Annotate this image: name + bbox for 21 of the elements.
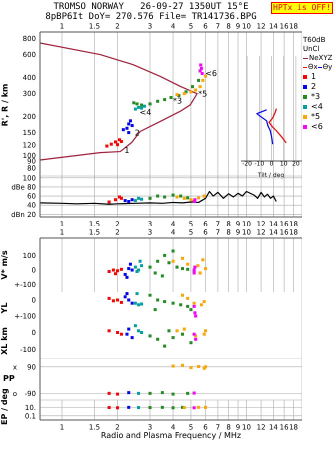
legend-label: <4: [310, 102, 324, 112]
legend-label: *3: [310, 92, 322, 102]
legend-label: 2: [310, 82, 318, 92]
chart-title: TROMSO NORWAY 26-09-27 1350UT 15°E: [53, 2, 249, 12]
y-axis-title: V* m/s: [0, 249, 10, 282]
annotation: *3: [173, 96, 182, 106]
annotation: <6: [205, 68, 217, 78]
legend-label: 1: [310, 72, 318, 82]
legend-label: <6: [310, 122, 324, 132]
y-axis-title: YL: [0, 302, 10, 316]
x-axis-title: Radio and Plasma Frequency / MHz: [100, 431, 242, 440]
y-axis-title: XL km: [0, 326, 10, 357]
annotation: 1: [124, 146, 130, 155]
annotation: *5: [198, 90, 208, 99]
y-axis-title: EP / deg: [0, 388, 10, 425]
annotation: <4: [140, 108, 152, 118]
text: HPTx is OFF!: [271, 2, 333, 14]
y-axis-title: PP: [3, 374, 15, 384]
legend-label: *5: [310, 112, 322, 122]
chart-subtitle: 8pBP6It DoY= 270.576 File= TR141736.BPG: [44, 12, 258, 22]
y-axis-title: R', R / km: [0, 82, 10, 128]
